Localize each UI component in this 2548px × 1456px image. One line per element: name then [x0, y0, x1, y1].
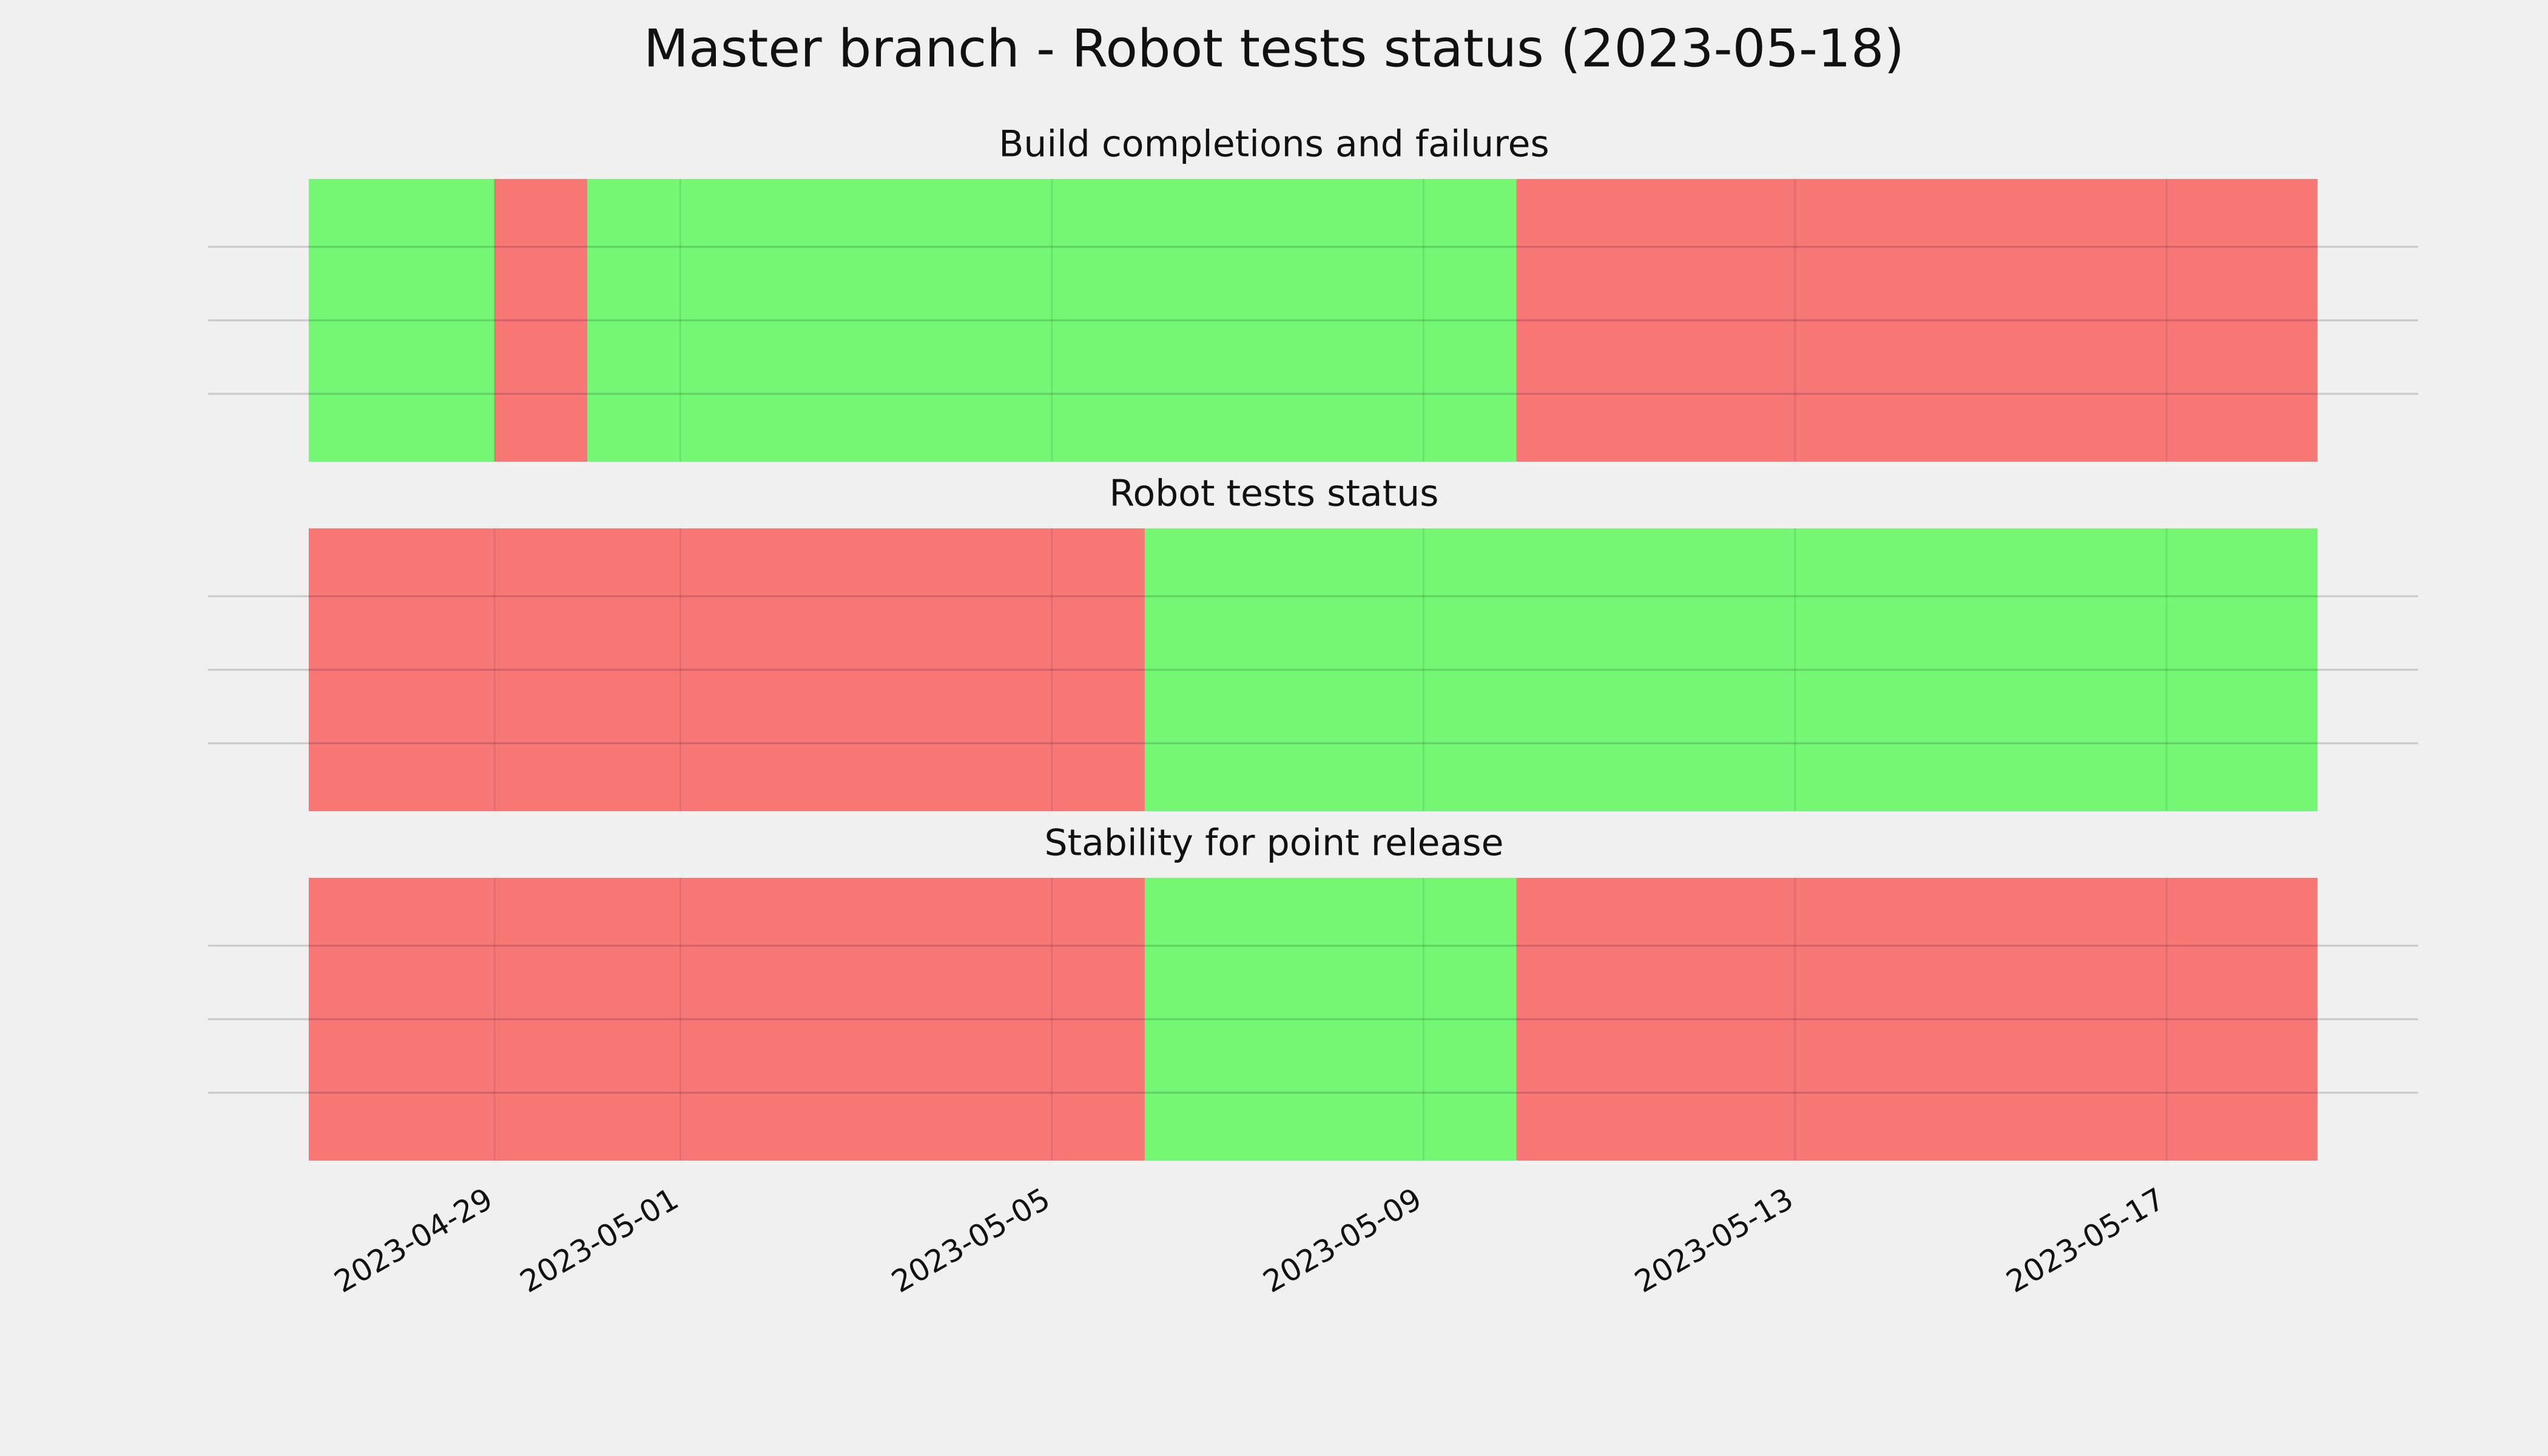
status-span	[1144, 528, 2318, 811]
status-span	[494, 179, 588, 462]
x-tick-label: 2023-05-05	[886, 1181, 1056, 1300]
x-tick-label: 2023-05-01	[514, 1181, 684, 1300]
x-tick-label: 2023-05-09	[1257, 1181, 1427, 1300]
status-span	[308, 179, 495, 462]
panel-title: Robot tests status	[1109, 473, 1438, 515]
status-span	[587, 179, 1517, 462]
x-tick-label: 2023-05-13	[1629, 1181, 1799, 1300]
status-span	[308, 878, 1145, 1161]
x-tick-label: 2023-05-17	[2000, 1181, 2171, 1300]
chart-title: Master branch - Robot tests status (2023…	[644, 18, 1904, 79]
status-span	[1516, 878, 2318, 1161]
x-tick-label: 2023-04-29	[328, 1181, 499, 1300]
panel-title: Build completions and failures	[999, 123, 1549, 166]
status-span	[1144, 878, 1517, 1161]
panel-title: Stability for point release	[1044, 822, 1503, 864]
status-span	[1516, 179, 2318, 462]
status-span	[308, 528, 1145, 811]
